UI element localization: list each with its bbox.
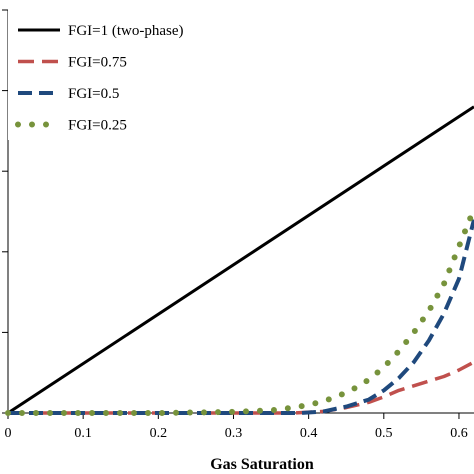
- x-tick-label: 0.2: [150, 426, 168, 441]
- x-tick-label: 0.4: [300, 426, 318, 441]
- x-axis-label: Gas Saturation: [210, 456, 314, 473]
- legend-label-3: FGI=0.25: [68, 118, 127, 134]
- legend-label-0: FGI=1 (two-phase): [68, 23, 184, 39]
- series-line-2: [8, 219, 474, 415]
- x-tick-label: 0.1: [74, 426, 92, 441]
- x-tick-label: 0.5: [375, 426, 393, 441]
- series-line-3: [5, 205, 474, 416]
- x-tick-label: 0.3: [225, 426, 243, 441]
- x-tick-label: 0: [5, 426, 12, 441]
- legend: FGI=1 (two-phase) FGI=0.75 FGI=0.5 FGI=0.25: [8, 10, 211, 140]
- series-line-0: [7, 105, 474, 415]
- legend-box: [8, 10, 211, 140]
- series-layer: [5, 105, 474, 416]
- series-line-1: [8, 360, 474, 415]
- x-tick-label: 0.6: [450, 426, 468, 441]
- legend-label-2: FGI=0.5: [68, 86, 119, 102]
- legend-label-1: FGI=0.75: [68, 55, 127, 71]
